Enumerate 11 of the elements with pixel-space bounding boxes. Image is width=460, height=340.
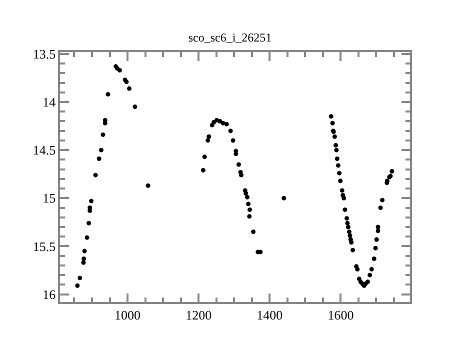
x-tick-label: 1000 xyxy=(114,307,141,322)
y-tick-label: 15.5 xyxy=(32,238,56,254)
x-tick-label: 1600 xyxy=(328,307,354,322)
y-tick-label: 15 xyxy=(42,190,56,206)
x-tick-label: 1400 xyxy=(256,307,283,322)
y-tick-label: 16 xyxy=(42,286,56,302)
y-tick-label: 14.5 xyxy=(32,142,56,158)
x-tick-label: 1200 xyxy=(186,307,212,322)
chart-title: sco_sc6_i_26251 xyxy=(188,30,272,45)
y-tick-label: 14 xyxy=(42,94,56,110)
y-tick-label: 13.5 xyxy=(32,46,56,62)
